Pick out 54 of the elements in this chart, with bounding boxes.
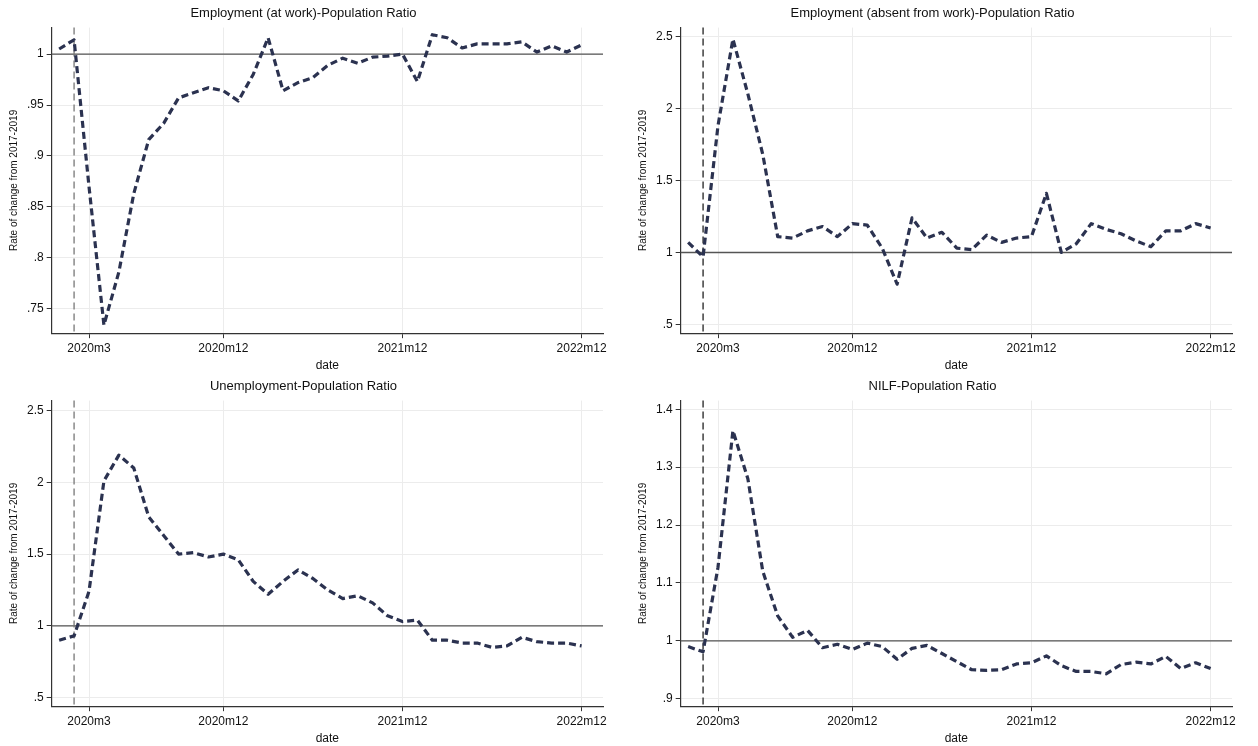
- y-tick-label: .9: [662, 690, 673, 705]
- x-tick-label: 2021m12: [377, 713, 428, 728]
- x-axis-title: date: [944, 358, 969, 373]
- y-tick-label: 2: [36, 474, 44, 489]
- y-tick-label: 1.2: [655, 517, 673, 532]
- y-tick-label: 2: [665, 100, 673, 115]
- y-tick-label: 1: [36, 46, 44, 61]
- x-axis-title: date: [315, 358, 340, 373]
- y-tick-label: 1.5: [26, 546, 44, 561]
- x-tick-label: 2020m12: [827, 340, 878, 355]
- y-tick-label: 1: [665, 244, 673, 259]
- chart-title: NILF-Population Ratio: [868, 378, 997, 394]
- y-tick-label: .75: [26, 301, 44, 316]
- x-tick-label: 2020m12: [198, 713, 249, 728]
- y-tick-label: .95: [26, 97, 44, 112]
- y-tick-label: 2.5: [26, 402, 44, 417]
- y-tick-label: .9: [33, 148, 44, 163]
- y-tick-label: 1: [36, 618, 44, 633]
- y-tick-label: 1: [665, 633, 673, 648]
- x-tick-label: 2020m3: [67, 340, 111, 355]
- x-tick-label: 2021m12: [377, 340, 428, 355]
- y-tick-label: .5: [662, 316, 673, 331]
- y-axis-title: Rate of change from 2017-2019: [636, 482, 648, 625]
- y-tick-label: 1.3: [655, 459, 673, 474]
- x-tick-label: 2021m12: [1006, 713, 1057, 728]
- x-tick-label: 2022m12: [1185, 340, 1236, 355]
- y-tick-label: 2.5: [655, 28, 673, 43]
- chart-title: Employment (absent from work)-Population Ratio: [790, 5, 1075, 21]
- y-tick-label: .5: [33, 689, 44, 704]
- line-series: [686, 429, 1213, 676]
- line-series: [57, 33, 584, 327]
- y-tick-label: 1.5: [655, 172, 673, 187]
- x-axis-title: date: [944, 731, 969, 746]
- x-tick-label: 2020m3: [696, 713, 740, 728]
- line-series: [57, 453, 584, 649]
- y-tick-label: 1.1: [655, 575, 673, 590]
- y-tick-label: 1.4: [655, 401, 673, 416]
- x-tick-label: 2022m12: [1185, 713, 1236, 728]
- chart-title: Employment (at work)-Population Ratio: [190, 5, 417, 21]
- y-axis-title: Rate of change from 2017-2019: [7, 109, 19, 252]
- x-tick-label: 2022m12: [556, 713, 607, 728]
- y-tick-label: .8: [33, 250, 44, 265]
- chart-title: Unemployment-Population Ratio: [209, 378, 398, 394]
- x-tick-label: 2022m12: [556, 340, 607, 355]
- y-tick-label: .85: [26, 199, 44, 214]
- x-axis-title: date: [315, 731, 340, 746]
- y-axis-title: Rate of change from 2017-2019: [636, 109, 648, 252]
- x-tick-label: 2021m12: [1006, 340, 1057, 355]
- x-tick-label: 2020m3: [67, 713, 111, 728]
- line-series: [686, 37, 1213, 286]
- x-tick-label: 2020m12: [198, 340, 249, 355]
- x-tick-label: 2020m12: [827, 713, 878, 728]
- x-tick-label: 2020m3: [696, 340, 740, 355]
- y-axis-title: Rate of change from 2017-2019: [7, 482, 19, 625]
